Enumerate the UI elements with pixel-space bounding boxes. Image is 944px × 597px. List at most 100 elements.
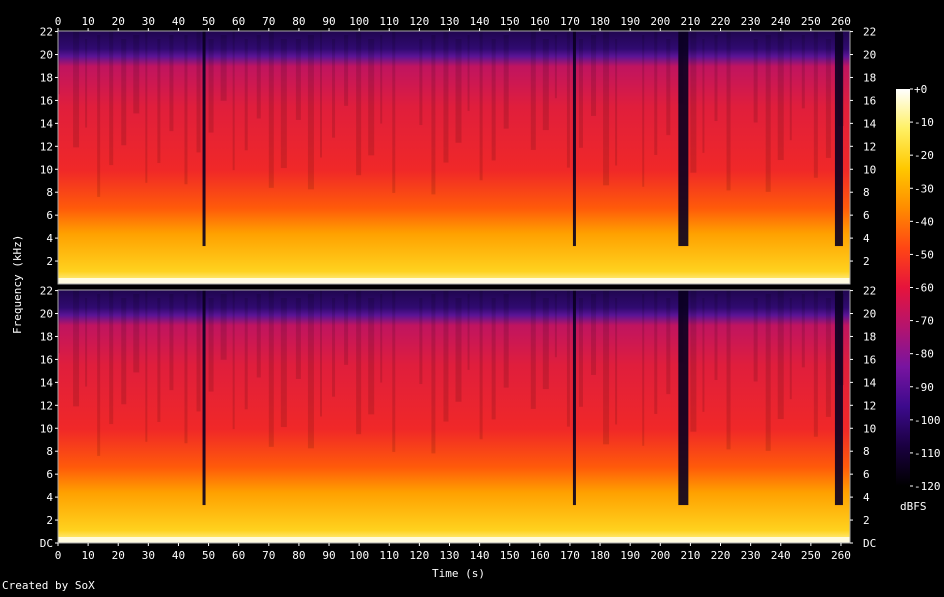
y-tick-label-right: 8 <box>863 186 870 199</box>
texture-strip <box>615 39 618 166</box>
colorbar-tick-label: -70 <box>914 315 934 328</box>
colorbar-tick-label: -20 <box>914 149 934 162</box>
texture-strip <box>801 35 805 109</box>
texture-strip <box>491 298 496 420</box>
x-tick-label-top: 210 <box>680 15 700 28</box>
dropout-top-3 <box>834 31 843 247</box>
texture-strip <box>145 290 148 442</box>
texture-strip <box>58 290 60 354</box>
y-tick-label-left: 22 <box>40 26 53 39</box>
texture-strip <box>530 31 536 150</box>
texture-strip <box>813 31 818 178</box>
y-tick-label-left: 16 <box>40 94 53 107</box>
colorbar-tick-label: -110 <box>914 447 941 460</box>
texture-strip <box>109 290 114 425</box>
y-tick-label-right: 18 <box>863 71 876 84</box>
texture-strip <box>208 39 214 133</box>
x-tick-label-top: 60 <box>232 15 245 28</box>
y-tick-label-right: 14 <box>863 376 877 389</box>
texture-strip <box>789 298 792 400</box>
y-tick-label-right: 20 <box>863 49 876 62</box>
texture-strip <box>145 31 148 183</box>
x-tick-label-top: 40 <box>172 15 185 28</box>
texture-strip <box>443 31 449 163</box>
x-tick-label-bottom: 140 <box>470 549 490 562</box>
x-tick-label-top: 20 <box>112 15 125 28</box>
x-tick-label-bottom: 170 <box>560 549 580 562</box>
y-tick-label-right: DC <box>863 537 876 550</box>
y-tick-label-right: 8 <box>863 445 870 458</box>
texture-strip <box>642 294 645 446</box>
x-tick-label-top: 70 <box>262 15 275 28</box>
dropout-bottom-1 <box>572 290 576 506</box>
texture-strip <box>368 39 375 156</box>
x-tick-label-top: 130 <box>440 15 460 28</box>
y-tick-label-left: 10 <box>40 163 53 176</box>
texture-strip <box>503 294 509 388</box>
texture-strip <box>566 290 570 427</box>
x-tick-label-bottom: 230 <box>741 549 761 562</box>
texture-strip <box>97 294 101 456</box>
texture-strip <box>256 35 261 119</box>
texture-strip <box>244 298 248 410</box>
x-tick-label-bottom: 90 <box>322 549 335 562</box>
texture-strip <box>307 294 314 449</box>
y-tick-label-right: 10 <box>863 163 876 176</box>
texture-strip <box>542 39 549 131</box>
texture-strip <box>121 39 127 146</box>
x-tick-label-top: 160 <box>530 15 550 28</box>
texture-strip <box>554 35 557 99</box>
texture-strip <box>380 294 383 383</box>
texture-strip <box>73 290 80 407</box>
x-tick-label-bottom: 60 <box>232 549 245 562</box>
x-tick-label-bottom: 0 <box>55 549 62 562</box>
texture-strip <box>208 298 214 392</box>
y-tick-label-right: 6 <box>863 468 870 481</box>
texture-strip <box>344 294 349 365</box>
x-tick-label-top: 170 <box>560 15 580 28</box>
y-axis-label: Frequency (kHz) <box>11 234 24 334</box>
dropout-bottom-2 <box>678 290 689 506</box>
y-tick-label-right: 14 <box>863 117 877 130</box>
low-band-top <box>58 278 850 284</box>
x-tick-label-bottom: 250 <box>801 549 821 562</box>
texture-strip <box>690 31 697 173</box>
texture-strip <box>455 39 462 143</box>
texture-strip <box>642 35 645 187</box>
y-tick-label-left: 8 <box>46 445 53 458</box>
texture-strip <box>268 31 274 188</box>
texture-strip <box>666 298 671 395</box>
texture-strip <box>133 294 140 373</box>
texture-strip <box>591 35 597 116</box>
texture-strip <box>295 39 301 120</box>
y-tick-label-right: 22 <box>863 285 876 298</box>
y-tick-label-right: 16 <box>863 94 876 107</box>
x-tick-label-bottom: 30 <box>142 549 155 562</box>
x-tick-label-bottom: 120 <box>409 549 429 562</box>
texture-strip <box>232 290 235 430</box>
texture-strip <box>295 298 301 379</box>
texture-strip <box>726 290 731 450</box>
x-tick-label-bottom: 220 <box>711 549 731 562</box>
texture-strip <box>813 290 818 437</box>
texture-strip <box>777 290 784 420</box>
texture-strip <box>356 31 362 176</box>
x-tick-label-bottom: 150 <box>500 549 520 562</box>
texture-strip <box>256 294 261 378</box>
x-tick-label-top: 50 <box>202 15 215 28</box>
texture-strip <box>344 35 349 106</box>
y-tick-label-left: 4 <box>46 491 53 504</box>
texture-strip <box>319 290 322 417</box>
spectrogram-panel-top <box>58 31 850 284</box>
colorbar-tick-label: -10 <box>914 116 934 129</box>
x-tick-label-bottom: 200 <box>650 549 670 562</box>
texture-strip <box>268 290 274 447</box>
texture-strip <box>603 31 610 186</box>
y-tick-label-right: 4 <box>863 232 870 245</box>
x-tick-label-bottom: 80 <box>292 549 305 562</box>
texture-strip <box>85 298 88 387</box>
texture-strip <box>220 294 227 360</box>
x-tick-label-top: 260 <box>831 15 851 28</box>
